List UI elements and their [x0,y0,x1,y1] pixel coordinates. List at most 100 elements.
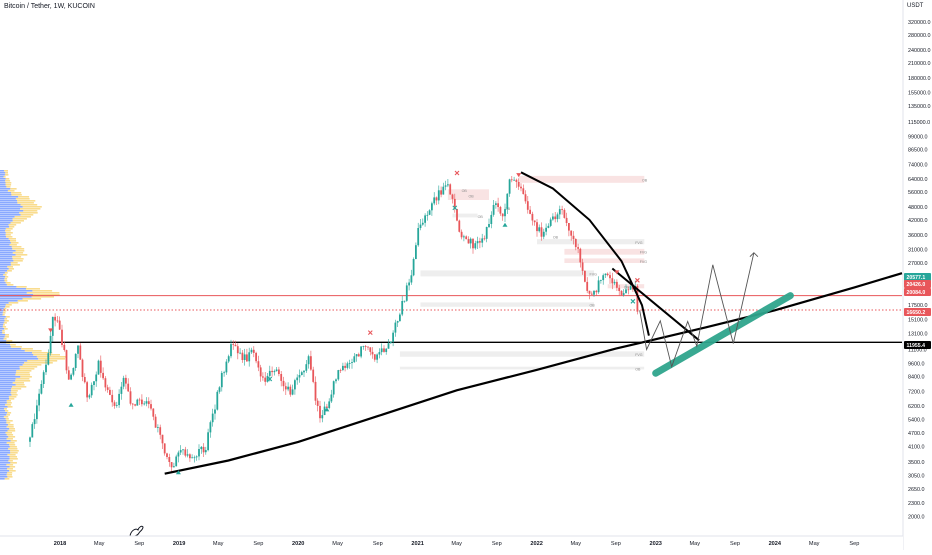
profile-bar-buy [0,268,9,270]
profile-bar-buy [0,286,17,288]
candle-body [549,219,552,226]
candle-body [63,344,66,350]
candle-body [440,190,442,195]
profile-bar-sell [15,384,25,386]
candle-body [337,370,340,380]
buy-triangle-marker [68,402,74,407]
profile-bar-sell [12,252,24,254]
support-arc-line[interactable] [164,272,903,475]
candle-body [56,320,59,322]
profile-bar-buy [0,388,12,390]
green-x-marker [452,205,458,211]
profile-bar-sell [16,370,32,372]
price-tick-label: 27000.0 [908,261,928,267]
profile-bar-buy [0,336,5,338]
candle-body [145,401,148,404]
profile-bar-sell [6,474,12,476]
candle-body [529,209,531,214]
profile-bar-buy [0,320,5,322]
candle-body [616,281,618,288]
profile-bar-sell [31,296,54,298]
candle-body [81,359,84,377]
zone-tag: FVG [640,251,648,255]
profile-bar-sell [10,344,16,346]
candle-body [109,389,111,395]
profile-bar-buy [0,210,24,212]
profile-bar-sell [15,378,30,380]
price-tick-label: 64000.0 [908,177,928,183]
candle-body [563,209,566,218]
candle-body [259,367,262,377]
profile-bar-buy [0,314,3,316]
profile-bar-buy [0,372,16,374]
candle-body [520,186,522,189]
descending-trendline[interactable] [611,267,700,342]
profile-bar-buy [0,340,7,342]
zone-box [452,213,478,218]
time-axis[interactable]: 2018 May Sep 2019 May Sep 2020 May Sep 2021 May Sep… [0,535,903,550]
candle-body [163,443,166,454]
profile-bar-sell [2,330,5,332]
profile-bar-buy [0,284,7,286]
sell-triangle-marker [614,270,620,275]
profile-bar-buy [0,196,19,198]
candle-body [122,377,125,387]
candle-body [204,450,207,453]
candle-body [307,356,310,365]
profile-bar-buy [0,348,22,350]
profile-bar-buy [0,208,20,210]
buy-triangle-marker [502,222,508,227]
candle-body [136,399,139,406]
profile-bar-sell [36,356,67,358]
profile-bar-sell [10,346,22,348]
profile-bar-buy [0,220,13,222]
descending-curve-line[interactable] [520,171,650,336]
candle-body [193,457,196,459]
symbol-title[interactable]: Bitcoin / Tether, 1W, KUCOIN [4,3,95,10]
rising-support-highlight[interactable] [652,292,794,377]
profile-bar-sell [24,350,42,352]
profile-bar-buy [0,296,32,298]
profile-bar-sell [38,358,66,360]
candle-body [31,424,34,438]
candle-body [243,354,246,360]
candle-body [70,374,72,380]
zone-box [447,189,489,200]
profile-bar-sell [8,396,17,398]
signal-markers [48,170,640,475]
candle-body [415,245,417,259]
projection-path[interactable] [639,252,755,369]
horizontal-levels [0,295,902,343]
profile-bar-buy [0,226,10,228]
candle-body [47,353,50,365]
price-tick-label: 280000.0 [908,33,930,39]
candle-body [264,377,267,382]
candle-body [389,341,392,344]
candle-body [332,381,335,395]
profile-bar-sell [18,196,30,198]
candle-body [383,348,385,352]
profile-bar-buy [0,256,13,258]
candle-body [33,419,36,425]
profile-bar-buy [0,366,20,368]
drawing-layer[interactable] [129,171,903,537]
profile-bar-sell [7,190,15,192]
candle-body [526,201,529,210]
profile-bar-sell [6,422,11,424]
profile-bar-sell [33,294,60,296]
candle-body [86,382,88,398]
profile-bar-buy [0,414,7,416]
time-tick-label: 2023 [649,541,661,547]
profile-bar-sell [14,216,31,218]
price-label-text: 11955.4 [907,343,926,349]
time-tick-label: 2024 [769,541,782,547]
profile-bar-buy [0,330,3,332]
candle-body [40,384,43,394]
profile-bar-sell [8,302,19,304]
profile-bar-buy [0,440,11,442]
profile-bar-buy [0,184,6,186]
candle-body [421,222,424,225]
profile-bar-buy [0,230,6,232]
